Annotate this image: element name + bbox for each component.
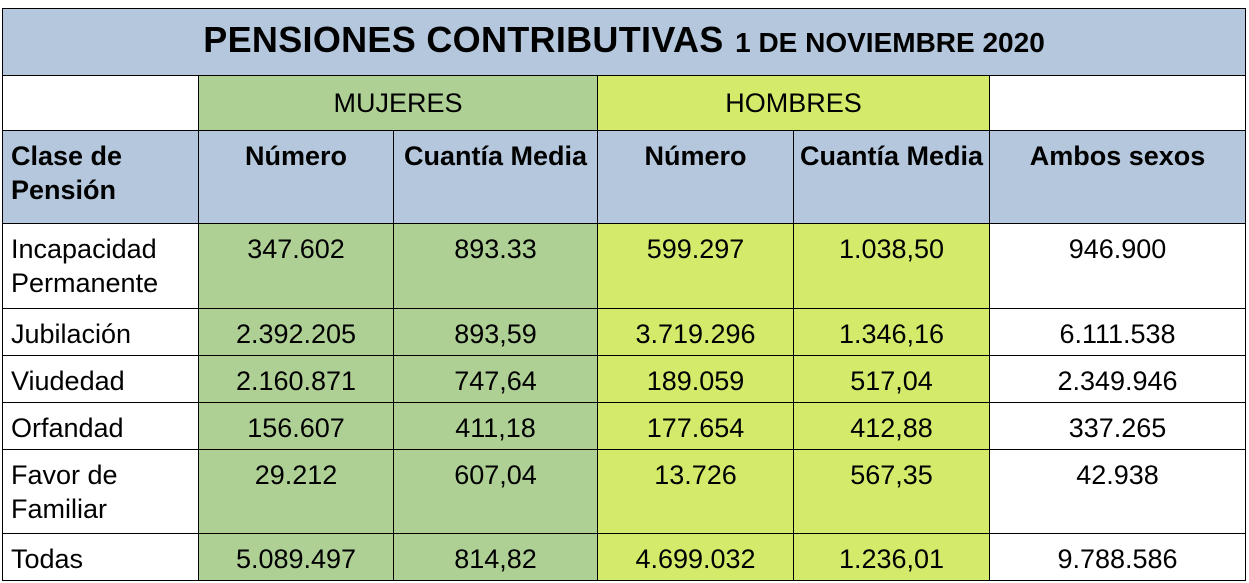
cell-mujeres-numero: 2.160.871	[198, 354, 394, 403]
cell-hombres-numero: 599.297	[597, 223, 794, 309]
row-label: Incapacidad Permanente	[2, 223, 199, 309]
header-clase: Clase de Pensión	[2, 130, 199, 225]
cell-hombres-numero: 3.719.296	[597, 307, 794, 356]
group-blank-left	[2, 74, 199, 132]
cell-hombres-numero: 189.059	[597, 354, 794, 403]
cell-hombres-cuantia: 1.346,16	[793, 307, 990, 356]
cell-ambos: 9.788.586	[988, 532, 1247, 582]
table-row-total: Todas 5.089.497 814,82 4.699.032 1.236,0…	[2, 532, 1247, 582]
table-row: Orfandad 156.607 411,18 177.654 412,88 3…	[2, 401, 1247, 450]
cell-hombres-numero: 4.699.032	[597, 532, 794, 582]
title-date: 1 DE NOVIEMBRE 2020	[735, 27, 1045, 59]
header-row: Clase de Pensión Número Cuantía Media Nú…	[2, 130, 1247, 225]
cell-mujeres-cuantia: 893,59	[393, 307, 598, 356]
group-mujeres: MUJERES	[198, 74, 598, 132]
header-ambos: Ambos sexos	[988, 130, 1247, 225]
pensions-table: PENSIONES CONTRIBUTIVAS 1 DE NOVIEMBRE 2…	[1, 8, 1247, 582]
cell-mujeres-cuantia: 411,18	[393, 401, 598, 450]
cell-hombres-cuantia: 517,04	[793, 354, 990, 403]
cell-hombres-cuantia: 567,35	[793, 448, 990, 534]
table-title: PENSIONES CONTRIBUTIVAS 1 DE NOVIEMBRE 2…	[1, 8, 1247, 76]
table-row: Favor de Familiar 29.212 607,04 13.726 5…	[2, 448, 1247, 534]
header-mujeres-cuantia: Cuantía Media	[393, 130, 598, 225]
cell-hombres-numero: 13.726	[597, 448, 794, 534]
table-row: Viudedad 2.160.871 747,64 189.059 517,04…	[2, 354, 1247, 403]
cell-mujeres-cuantia: 814,82	[393, 532, 598, 582]
cell-mujeres-cuantia: 747,64	[393, 354, 598, 403]
cell-ambos: 42.938	[988, 448, 1247, 534]
group-blank-right	[988, 74, 1247, 132]
cell-ambos: 2.349.946	[988, 354, 1247, 403]
cell-mujeres-numero: 2.392.205	[198, 307, 394, 356]
row-label: Jubilación	[2, 307, 199, 356]
header-hombres-cuantia: Cuantía Media	[793, 130, 990, 225]
table-row: Jubilación 2.392.205 893,59 3.719.296 1.…	[2, 307, 1247, 356]
cell-ambos: 946.900	[988, 223, 1247, 309]
cell-ambos: 337.265	[988, 401, 1247, 450]
cell-ambos: 6.111.538	[988, 307, 1247, 356]
header-hombres-numero: Número	[597, 130, 794, 225]
cell-mujeres-cuantia: 893.33	[393, 223, 598, 309]
header-mujeres-numero: Número	[198, 130, 394, 225]
row-label: Viudedad	[2, 354, 199, 403]
cell-mujeres-cuantia: 607,04	[393, 448, 598, 534]
title-row: PENSIONES CONTRIBUTIVAS 1 DE NOVIEMBRE 2…	[1, 8, 1247, 76]
cell-mujeres-numero: 29.212	[198, 448, 394, 534]
group-hombres: HOMBRES	[597, 74, 990, 132]
cell-hombres-cuantia: 1.236,01	[793, 532, 990, 582]
cell-mujeres-numero: 5.089.497	[198, 532, 394, 582]
table-row: Incapacidad Permanente 347.602 893.33 59…	[2, 223, 1247, 309]
cell-mujeres-numero: 156.607	[198, 401, 394, 450]
title-main: PENSIONES CONTRIBUTIVAS	[203, 19, 724, 61]
row-label: Todas	[2, 532, 199, 582]
group-row: MUJERES HOMBRES	[2, 74, 1247, 132]
cell-hombres-numero: 177.654	[597, 401, 794, 450]
cell-mujeres-numero: 347.602	[198, 223, 394, 309]
row-label: Favor de Familiar	[2, 448, 199, 534]
cell-hombres-cuantia: 1.038,50	[793, 223, 990, 309]
row-label: Orfandad	[2, 401, 199, 450]
cell-hombres-cuantia: 412,88	[793, 401, 990, 450]
